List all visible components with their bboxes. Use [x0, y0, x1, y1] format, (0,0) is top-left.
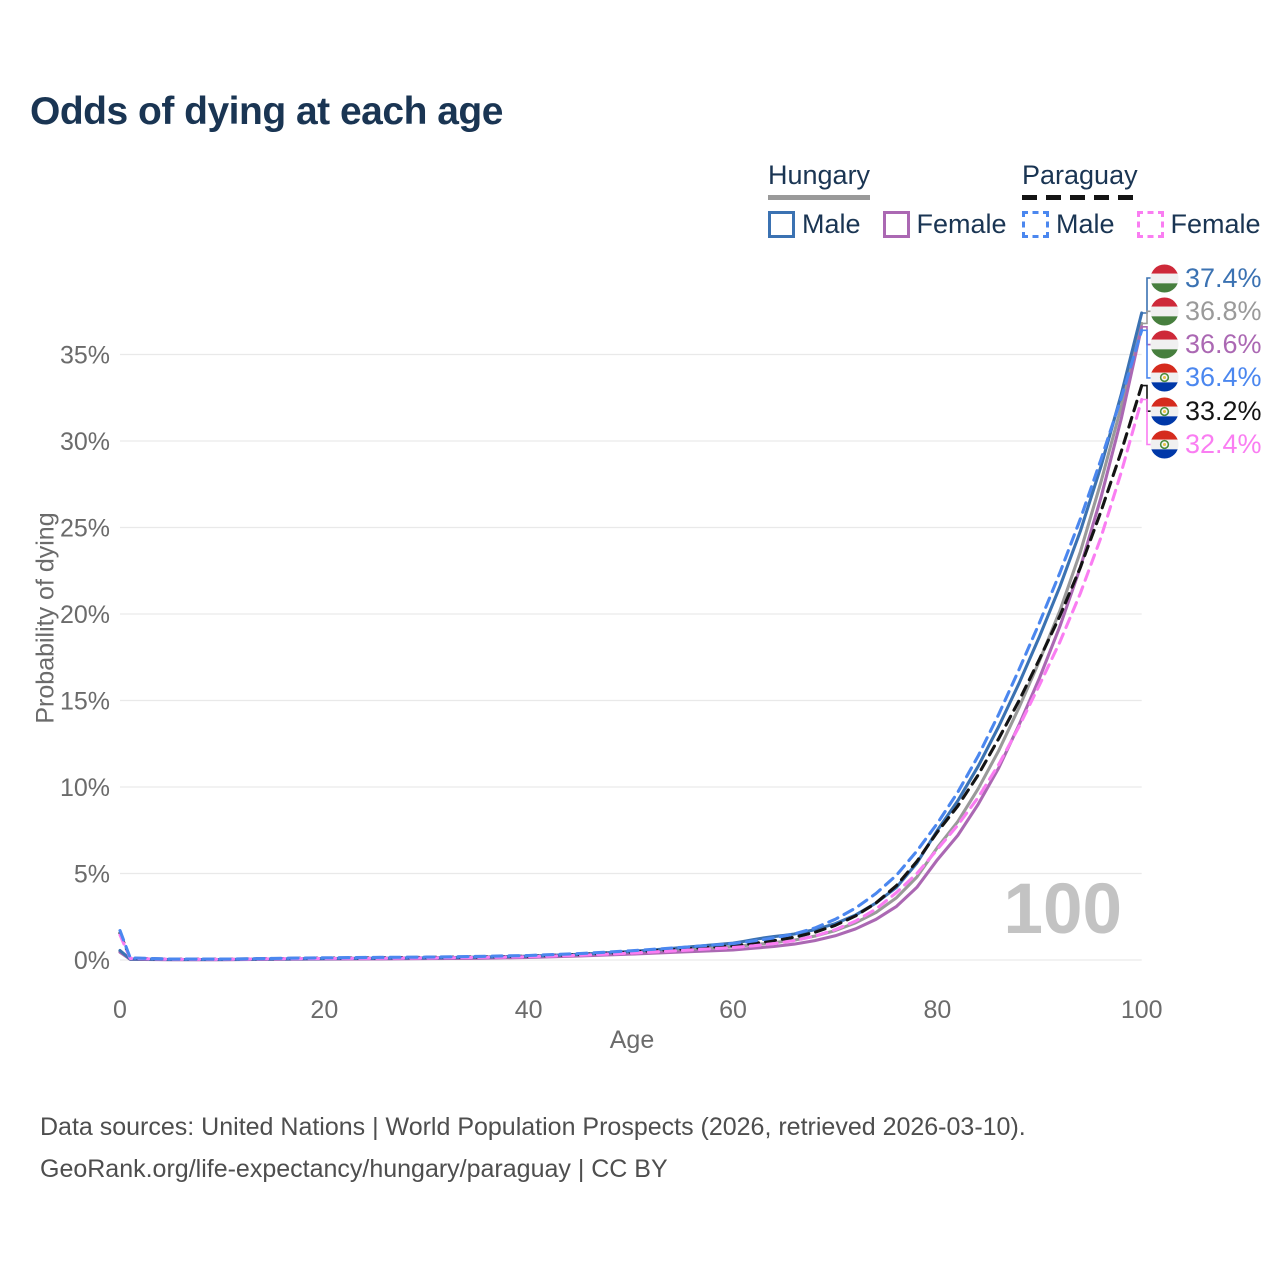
- x-tick-label: 60: [719, 996, 747, 1024]
- end-label-value: 33.2%: [1185, 395, 1262, 426]
- legend-country-paraguay[interactable]: Paraguay: [1022, 160, 1138, 200]
- legend-label: Male: [1056, 209, 1115, 239]
- end-label-hungary-male[interactable]: 37.4%: [1150, 263, 1262, 293]
- hungary-flag-icon: [1150, 297, 1179, 326]
- paraguay-line-style-swatch: [1022, 195, 1138, 200]
- legend: Hungary Male Female Paraguay: [0, 160, 1280, 240]
- legend-item-hungary-female[interactable]: Female: [882, 209, 1007, 240]
- y-tick-label: 15%: [60, 688, 110, 716]
- paraguay-flag-icon: [1150, 430, 1179, 459]
- legend-item-paraguay-male[interactable]: Male: [1022, 209, 1115, 240]
- y-axis-title: Probability of dying: [31, 512, 60, 724]
- end-label-connector: [1141, 310, 1151, 325]
- series-line-paraguay-male[interactable]: [118, 328, 1144, 961]
- paraguay-male-swatch-icon: [1022, 211, 1049, 238]
- hungary-male-swatch-icon: [768, 211, 795, 238]
- legend-item-hungary-male[interactable]: Male: [768, 209, 861, 240]
- y-tick-label: 30%: [60, 428, 110, 456]
- series-line-hungary-female[interactable]: [118, 325, 1144, 962]
- end-label-value: 37.4%: [1185, 262, 1262, 293]
- end-label-hungary-female[interactable]: 36.6%: [1150, 329, 1262, 360]
- x-axis-title: Age: [609, 1026, 655, 1054]
- end-label-connector: [1141, 398, 1151, 446]
- series-line-hungary-male[interactable]: [118, 311, 1144, 962]
- end-label-value: 36.8%: [1185, 295, 1262, 326]
- paraguay-female-swatch-icon: [1136, 211, 1164, 238]
- end-label-connector: [1141, 277, 1151, 314]
- x-tick-label: 40: [515, 996, 543, 1024]
- paraguay-flag-icon: [1150, 363, 1179, 392]
- legend-label: Male: [802, 209, 861, 239]
- y-tick-label: 20%: [60, 601, 110, 629]
- y-tick-label: 5%: [74, 861, 110, 889]
- legend-label: Female: [916, 209, 1007, 239]
- legend-item-paraguay-female[interactable]: Female: [1136, 209, 1261, 240]
- hungary-flag-icon: [1150, 330, 1179, 359]
- legend-group-paraguay: Paraguay Male Female: [1022, 160, 1280, 240]
- end-label-connector: [1141, 329, 1151, 379]
- x-tick-label: 20: [310, 996, 338, 1024]
- end-label-value: 32.4%: [1185, 429, 1262, 459]
- y-tick-label: 35%: [60, 342, 110, 370]
- x-tick-label: 100: [1121, 996, 1163, 1024]
- footer: Data sources: United Nations | World Pop…: [40, 1106, 1026, 1190]
- x-tick-label: 80: [923, 996, 951, 1024]
- legend-country-paraguay-label: Paraguay: [1022, 160, 1138, 190]
- age-watermark: 100: [1003, 870, 1122, 949]
- page-title: Odds of dying at each age: [30, 90, 503, 133]
- end-label-value: 36.4%: [1185, 362, 1262, 393]
- legend-country-hungary-label: Hungary: [768, 160, 871, 190]
- paraguay-flag-icon: [1150, 397, 1179, 426]
- hungary-female-swatch-icon: [882, 211, 910, 238]
- legend-label: Female: [1170, 209, 1261, 239]
- y-tick-label: 25%: [60, 515, 110, 543]
- series-line-hungary-all[interactable]: [118, 321, 1144, 962]
- y-tick-label: 10%: [60, 774, 110, 802]
- hungary-line-style-swatch: [768, 195, 871, 200]
- legend-country-hungary[interactable]: Hungary: [768, 160, 871, 200]
- end-label-paraguay-female[interactable]: 32.4%: [1150, 429, 1262, 460]
- end-label-paraguay-male[interactable]: 36.4%: [1150, 362, 1262, 393]
- hungary-flag-icon: [1150, 263, 1179, 293]
- footer-url-line: GeoRank.org/life-expectancy/hungary/para…: [40, 1155, 668, 1183]
- end-label-hungary-all[interactable]: 36.8%: [1150, 296, 1262, 326]
- footer-source-line: Data sources: United Nations | World Pop…: [40, 1113, 1026, 1141]
- end-label-paraguay-all[interactable]: 33.2%: [1150, 396, 1262, 426]
- x-tick-label: 0: [113, 996, 127, 1024]
- end-label-value: 36.6%: [1185, 329, 1262, 360]
- legend-group-hungary: Hungary Male Female: [768, 160, 1029, 240]
- end-label-connector: [1141, 384, 1151, 412]
- y-tick-label: 0%: [74, 947, 110, 975]
